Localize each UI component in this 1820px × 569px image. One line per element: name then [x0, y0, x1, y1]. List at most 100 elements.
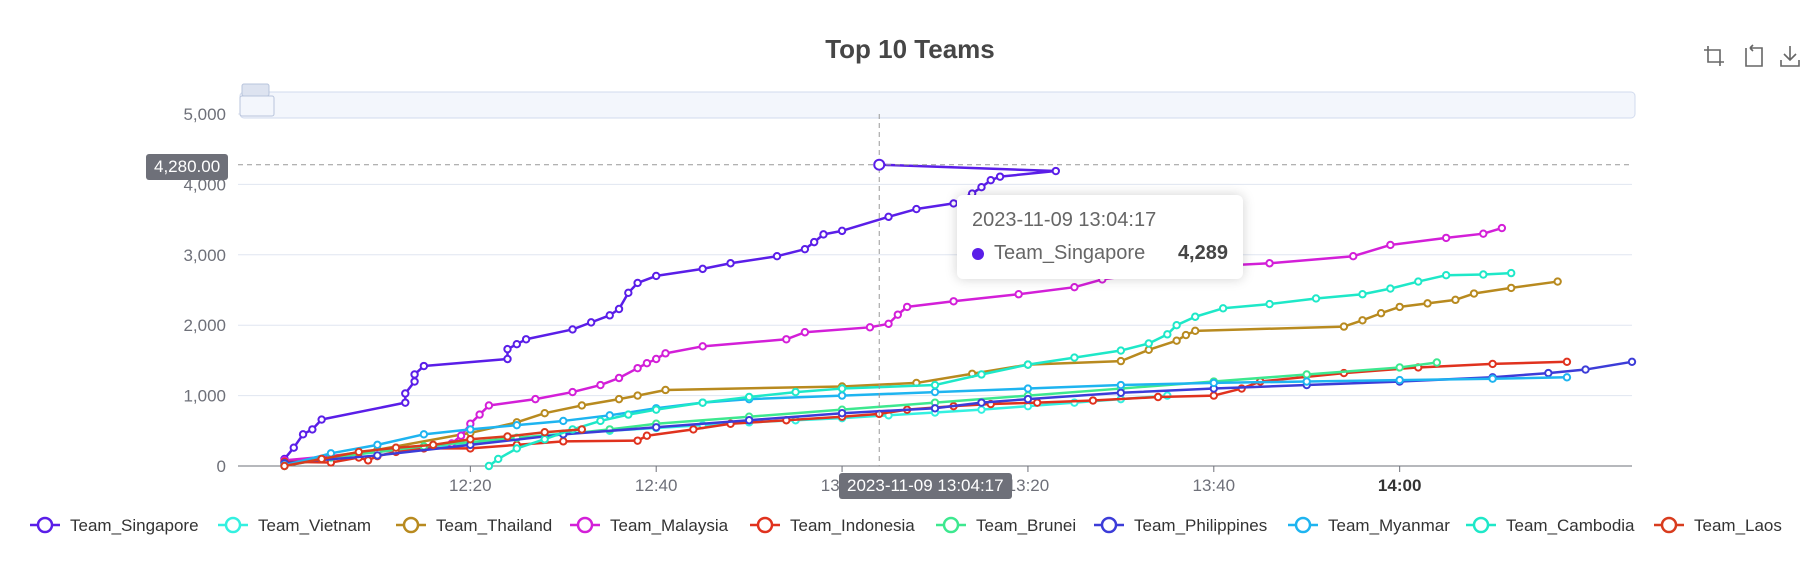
data-point: [698, 398, 707, 407]
data-point: [1386, 240, 1395, 250]
data-point: [559, 416, 568, 426]
data-point: [1153, 392, 1163, 402]
data-point: [428, 440, 438, 450]
tooltip-row: Team_Singapore 4,289: [972, 242, 1228, 265]
data-point: [1116, 388, 1126, 397]
series-line-team_philippines: [284, 360, 1633, 465]
data-point: [503, 432, 512, 441]
data-point: [1358, 316, 1367, 325]
data-point: [652, 354, 661, 364]
series-line-team_singapore: [283, 163, 1058, 460]
data-point: [977, 370, 986, 379]
data-point: [1181, 330, 1191, 340]
data-point: [317, 454, 326, 464]
data-point: [1265, 299, 1274, 309]
data-point: [977, 183, 986, 192]
legend-item-team_brunei[interactable]: Team_Brunei: [976, 516, 1076, 535]
data-point: [596, 380, 605, 390]
data-point: [596, 416, 605, 426]
legend-marker: [1294, 516, 1312, 534]
download-icon[interactable]: [1778, 44, 1802, 68]
data-point: [568, 387, 577, 397]
data-point: [373, 451, 382, 460]
data-point: [1544, 368, 1553, 378]
data-point: [698, 342, 707, 351]
data-point: [410, 377, 419, 386]
legend-item-team_singapore[interactable]: Team_Singapore: [70, 516, 199, 535]
data-point: [633, 363, 642, 373]
data-point: [512, 340, 521, 349]
data-point: [930, 387, 940, 397]
data-point: [884, 319, 893, 328]
data-point: [466, 425, 475, 434]
data-point: [1562, 373, 1572, 382]
data-point: [652, 405, 661, 414]
data-point: [726, 259, 735, 268]
data-point: [484, 461, 494, 471]
legend-item-team_cambodia[interactable]: Team_Cambodia: [1506, 516, 1635, 535]
data-point: [521, 335, 531, 344]
y-tick-label: 3,000: [183, 246, 226, 265]
data-point: [912, 204, 921, 214]
data-point: [865, 323, 875, 332]
data-point: [1395, 363, 1404, 372]
tooltip: 2023-11-09 13:04:17 Team_Singapore 4,289: [957, 195, 1243, 279]
legend-item-team_laos[interactable]: Team_Laos: [1694, 516, 1782, 535]
data-point: [475, 410, 484, 419]
highlight-point: [873, 158, 886, 171]
data-point: [559, 437, 568, 446]
data-point: [577, 401, 587, 410]
legend-item-team_philippines[interactable]: Team_Philippines: [1134, 516, 1267, 535]
data-point: [624, 288, 633, 298]
zoom-slider-handle[interactable]: [239, 95, 275, 117]
data-point: [893, 310, 903, 319]
data-point: [1432, 358, 1442, 367]
series-line-team_myanmar: [284, 376, 1567, 467]
legend-item-team_malaysia[interactable]: Team_Malaysia: [610, 516, 729, 535]
data-point: [484, 401, 494, 410]
legend-marker: [756, 516, 774, 534]
data-point: [1469, 289, 1479, 298]
zoom-slider-track[interactable]: [239, 91, 1636, 119]
toolbox: [1702, 44, 1802, 68]
data-point: [1627, 357, 1637, 367]
reset-zoom-icon[interactable]: [1740, 44, 1764, 68]
axis-pointer-x-label: 2023-11-09 13:04:17: [839, 473, 1012, 499]
data-point: [1209, 391, 1219, 400]
data-point: [837, 384, 847, 393]
legend-item-team_thailand[interactable]: Team_Thailand: [436, 516, 552, 535]
data-point: [605, 311, 614, 320]
legend-marker: [36, 516, 54, 534]
data-point: [1023, 394, 1033, 404]
legend-marker: [1100, 516, 1118, 534]
data-point: [373, 440, 382, 450]
x-tick-label: 13:20: [1007, 476, 1050, 495]
data-point: [391, 443, 401, 452]
legend-marker: [942, 516, 960, 534]
data-point: [1116, 356, 1126, 366]
data-point: [1163, 330, 1172, 339]
data-point: [902, 302, 912, 312]
data-point: [1395, 302, 1404, 312]
data-point: [401, 389, 410, 398]
data-point: [503, 354, 512, 364]
data-point: [280, 461, 289, 471]
y-tick-label: 0: [217, 457, 226, 476]
data-point: [782, 335, 791, 344]
legend-item-team_myanmar[interactable]: Team_Myanmar: [1328, 516, 1450, 535]
data-point: [1497, 223, 1507, 233]
zoom-slider-handle-top[interactable]: [241, 83, 270, 97]
data-point: [1302, 377, 1311, 386]
data-point: [1562, 357, 1572, 367]
legend-item-team_indonesia[interactable]: Team_Indonesia: [790, 516, 915, 535]
legend-item-team_vietnam[interactable]: Team_Vietnam: [258, 516, 371, 535]
zoom-icon[interactable]: [1702, 44, 1726, 68]
data-point: [800, 244, 810, 254]
data-point: [317, 415, 326, 424]
data-point: [354, 447, 364, 457]
x-tick-label: 12:20: [449, 476, 492, 495]
data-point: [1506, 283, 1516, 293]
data-point: [1014, 290, 1023, 299]
data-point: [1023, 384, 1033, 393]
data-point: [977, 405, 986, 414]
